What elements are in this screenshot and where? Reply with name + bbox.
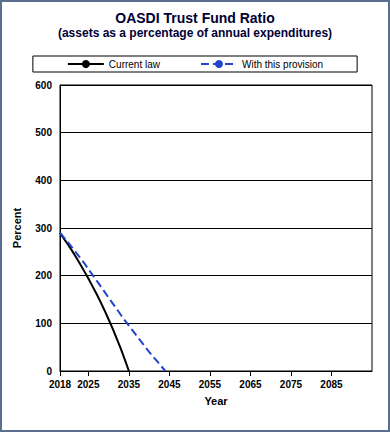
svg-text:Year: Year (204, 395, 228, 407)
svg-text:300: 300 (35, 223, 52, 234)
svg-text:2025: 2025 (77, 379, 100, 390)
svg-text:400: 400 (35, 175, 52, 186)
svg-text:500: 500 (35, 127, 52, 138)
svg-text:2018: 2018 (49, 379, 72, 390)
svg-text:600: 600 (35, 80, 52, 91)
svg-text:OASDI Trust Fund Ratio: OASDI Trust Fund Ratio (115, 10, 274, 26)
svg-text:With this provision: With this provision (242, 59, 323, 70)
svg-text:2075: 2075 (280, 379, 303, 390)
svg-text:2065: 2065 (239, 379, 262, 390)
svg-text:(assets as a percentage of ann: (assets as a percentage of annual expend… (58, 26, 332, 40)
svg-text:Current law: Current law (109, 59, 161, 70)
svg-text:0: 0 (46, 366, 52, 377)
svg-text:2055: 2055 (199, 379, 222, 390)
svg-text:Percent: Percent (11, 207, 23, 248)
svg-text:2085: 2085 (320, 379, 343, 390)
svg-text:100: 100 (35, 318, 52, 329)
svg-text:2035: 2035 (118, 379, 141, 390)
svg-text:2045: 2045 (158, 379, 181, 390)
svg-text:200: 200 (35, 270, 52, 281)
